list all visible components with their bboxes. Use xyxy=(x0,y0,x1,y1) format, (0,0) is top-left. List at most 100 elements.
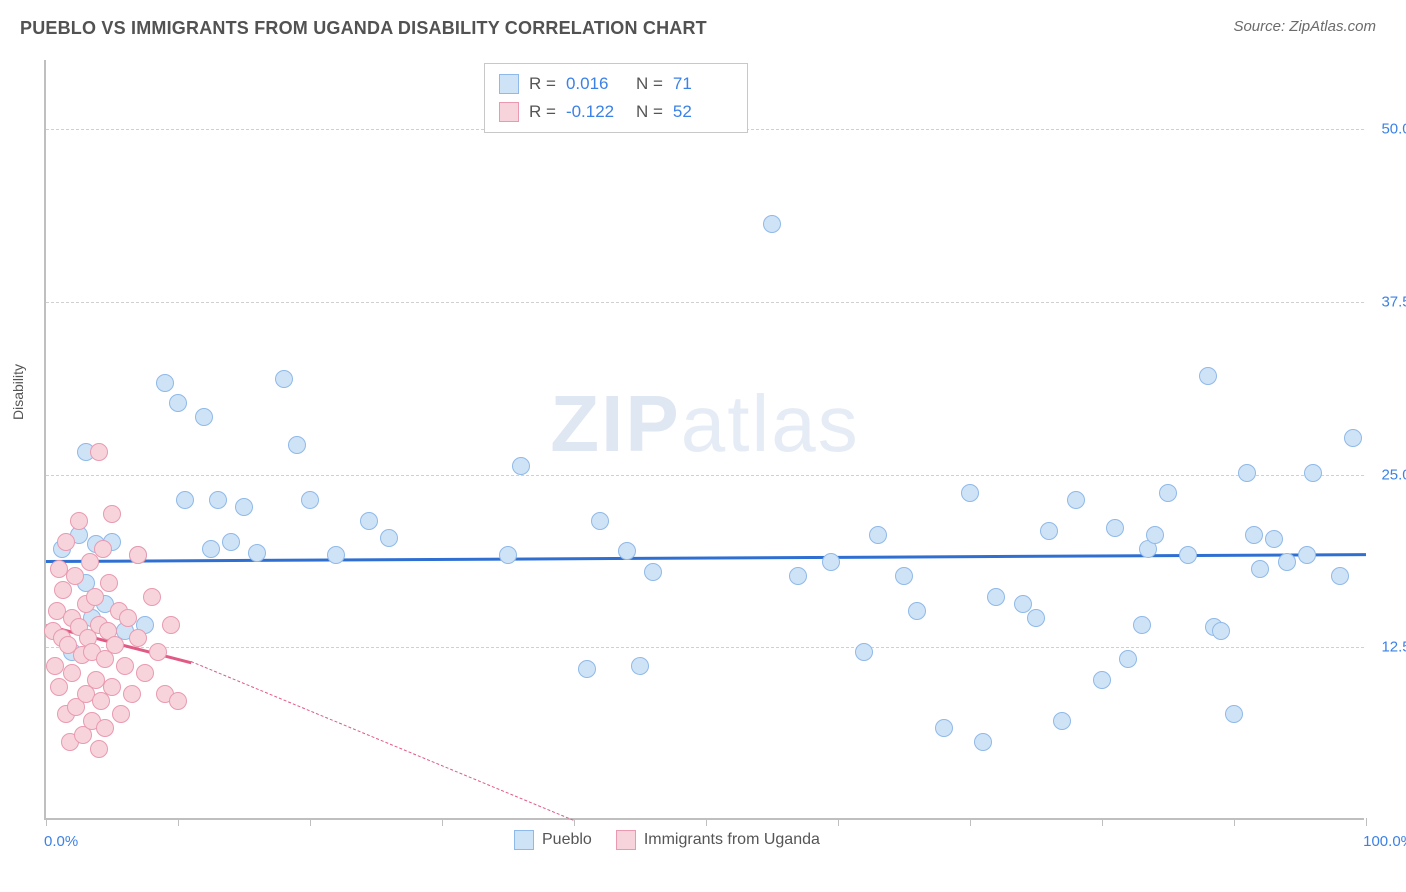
data-point xyxy=(327,546,345,564)
source-attribution: Source: ZipAtlas.com xyxy=(1233,18,1376,35)
data-point xyxy=(1067,491,1085,509)
data-point xyxy=(1265,530,1283,548)
data-point xyxy=(162,616,180,634)
trend-line-extrapolated xyxy=(191,661,574,821)
gridline xyxy=(46,475,1364,476)
data-point xyxy=(248,544,266,562)
x-tick xyxy=(46,818,47,826)
data-point xyxy=(1331,567,1349,585)
x-axis-min-label: 0.0% xyxy=(44,833,78,850)
data-point xyxy=(499,546,517,564)
data-point xyxy=(1179,546,1197,564)
data-point xyxy=(1093,671,1111,689)
stats-row: R =-0.122N =52 xyxy=(499,98,733,126)
data-point xyxy=(1238,464,1256,482)
data-point xyxy=(822,553,840,571)
data-point xyxy=(360,512,378,530)
x-tick xyxy=(970,818,971,826)
data-point xyxy=(301,491,319,509)
stat-n-label: N = xyxy=(636,74,663,94)
data-point xyxy=(116,657,134,675)
data-point xyxy=(961,484,979,502)
stat-r-label: R = xyxy=(529,102,556,122)
chart-title: PUEBLO VS IMMIGRANTS FROM UGANDA DISABIL… xyxy=(20,18,707,39)
data-point xyxy=(1304,464,1322,482)
data-point xyxy=(855,643,873,661)
data-point xyxy=(103,678,121,696)
data-point xyxy=(1251,560,1269,578)
data-point xyxy=(123,685,141,703)
data-point xyxy=(90,443,108,461)
gridline xyxy=(46,302,1364,303)
data-point xyxy=(618,542,636,560)
data-point xyxy=(763,215,781,233)
data-point xyxy=(1027,609,1045,627)
data-point xyxy=(869,526,887,544)
y-axis-label: Disability xyxy=(10,364,26,420)
x-tick xyxy=(178,818,179,826)
legend-swatch xyxy=(616,830,636,850)
data-point xyxy=(66,567,84,585)
data-point xyxy=(222,533,240,551)
bottom-legend: Pueblo Immigrants from Uganda xyxy=(514,830,820,850)
data-point xyxy=(81,553,99,571)
data-point xyxy=(1159,484,1177,502)
legend-item: Pueblo xyxy=(514,830,592,850)
y-tick-label: 50.0% xyxy=(1381,121,1406,138)
y-tick-label: 12.5% xyxy=(1381,639,1406,656)
data-point xyxy=(591,512,609,530)
legend-swatch xyxy=(514,830,534,850)
stat-r-value: -0.122 xyxy=(566,102,626,122)
data-point xyxy=(1040,522,1058,540)
x-tick xyxy=(310,818,311,826)
data-point xyxy=(129,629,147,647)
x-tick xyxy=(1234,818,1235,826)
data-point xyxy=(1278,553,1296,571)
data-point xyxy=(103,505,121,523)
data-point xyxy=(149,643,167,661)
data-point xyxy=(1106,519,1124,537)
data-point xyxy=(1344,429,1362,447)
stat-n-label: N = xyxy=(636,102,663,122)
chart-header: PUEBLO VS IMMIGRANTS FROM UGANDA DISABIL… xyxy=(0,0,1406,49)
x-tick xyxy=(838,818,839,826)
data-point xyxy=(50,678,68,696)
x-axis-max-label: 100.0% xyxy=(1363,833,1406,850)
chart-plot-area: ZIPatlas 12.5%25.0%37.5%50.0% R =0.016N … xyxy=(44,60,1364,820)
data-point xyxy=(202,540,220,558)
data-point xyxy=(176,491,194,509)
y-tick-label: 25.0% xyxy=(1381,466,1406,483)
x-tick xyxy=(706,818,707,826)
data-point xyxy=(275,370,293,388)
data-point xyxy=(380,529,398,547)
data-point xyxy=(169,394,187,412)
data-point xyxy=(70,512,88,530)
data-point xyxy=(1245,526,1263,544)
data-point xyxy=(512,457,530,475)
data-point xyxy=(112,705,130,723)
data-point xyxy=(1199,367,1217,385)
data-point xyxy=(86,588,104,606)
data-point xyxy=(46,657,64,675)
data-point xyxy=(119,609,137,627)
data-point xyxy=(1146,526,1164,544)
data-point xyxy=(156,374,174,392)
data-point xyxy=(935,719,953,737)
data-point xyxy=(106,636,124,654)
data-point xyxy=(908,602,926,620)
x-tick xyxy=(442,818,443,826)
data-point xyxy=(63,664,81,682)
stat-r-value: 0.016 xyxy=(566,74,626,94)
data-point xyxy=(1225,705,1243,723)
data-point xyxy=(235,498,253,516)
data-point xyxy=(136,664,154,682)
data-point xyxy=(1298,546,1316,564)
data-point xyxy=(578,660,596,678)
correlation-stats-box: R =0.016N =71R =-0.122N =52 xyxy=(484,63,748,133)
data-point xyxy=(143,588,161,606)
stat-n-value: 71 xyxy=(673,74,733,94)
stat-r-label: R = xyxy=(529,74,556,94)
y-tick-label: 37.5% xyxy=(1381,293,1406,310)
legend-label: Immigrants from Uganda xyxy=(644,831,820,849)
data-point xyxy=(209,491,227,509)
